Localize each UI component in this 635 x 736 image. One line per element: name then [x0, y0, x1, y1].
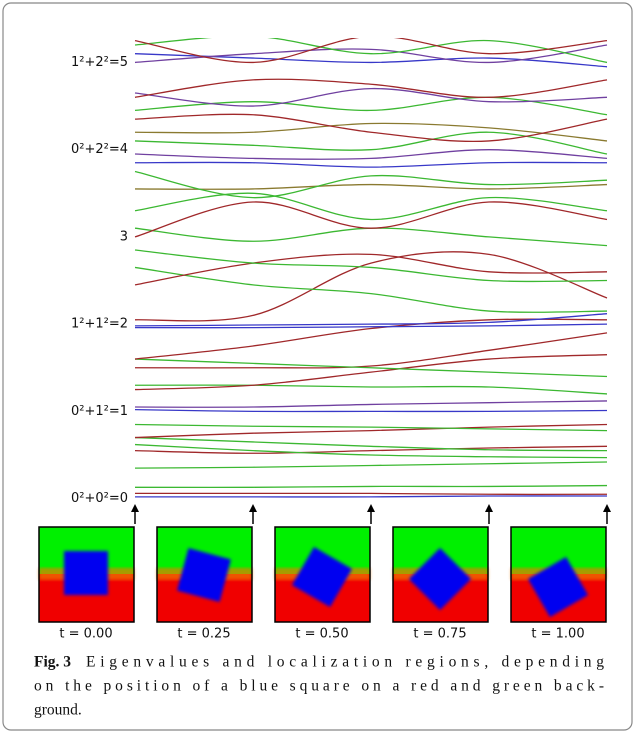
eigenvalue-curve: [134, 227, 608, 247]
arrow-head: [249, 504, 257, 512]
eigenvalue-curve: [134, 253, 608, 286]
eigenvalue-curve: [134, 38, 608, 64]
thumb-border: [274, 526, 371, 623]
arrow-head: [367, 504, 375, 512]
blue-square: [177, 548, 231, 602]
eigenvalue-curve: [134, 384, 608, 395]
plot-area: [134, 38, 608, 498]
eigenvalue-curve: [134, 96, 608, 116]
eigenvalue-curve: [134, 354, 608, 391]
eigenvalue-curve: [134, 461, 608, 469]
thumb-border: [392, 526, 489, 623]
arrow-head: [603, 504, 611, 512]
eigenvalue-curve: [134, 318, 608, 360]
caption-line: Eigenvalues and localization regions, de…: [86, 654, 604, 671]
x-tick-label: t = 1.00: [531, 627, 584, 642]
thumb-border: [156, 526, 253, 623]
blue-square: [64, 551, 108, 595]
y-tick-label: 0²+1²=1: [71, 404, 128, 419]
eigenvalue-curve: [134, 192, 608, 221]
eigenvalue-curve: [134, 249, 608, 283]
eigenvalue-curve: [134, 332, 608, 369]
eigenvalue-curve: [134, 149, 608, 160]
eigenvalue-curve: [134, 266, 608, 314]
eigenvalue-curve: [134, 423, 608, 439]
eigenvalue-curve: [134, 201, 608, 238]
caption-label: Fig. 3: [34, 654, 71, 671]
y-tick-label: 0²+2²=4: [71, 142, 128, 157]
eigenvalue-curve: [134, 495, 608, 498]
eigenvalue-curve: [134, 131, 608, 155]
eigenvalue-curve: [134, 443, 608, 459]
y-tick-label: 3: [120, 229, 128, 244]
eigenvalue-curve: [134, 38, 608, 64]
caption-line: on the position of a blue square on a re…: [34, 678, 604, 695]
y-tick-label: 0²+0²=0: [71, 491, 128, 506]
eigenvalue-curve: [134, 87, 608, 107]
blue-square: [527, 556, 589, 618]
eigenvalue-curve: [134, 53, 608, 68]
eigenvalue-curve: [134, 313, 608, 327]
x-tick-label: t = 0.00: [59, 627, 112, 642]
eigenvalue-curve: [134, 44, 608, 64]
blue-square: [291, 546, 353, 608]
thumb-border: [510, 526, 607, 623]
x-tick-label: t = 0.25: [177, 627, 230, 642]
arrow-head: [131, 504, 139, 512]
eigenvalue-curve: [134, 436, 608, 452]
eigenvalue-curve: [134, 78, 608, 98]
x-tick-label: t = 0.50: [295, 627, 348, 642]
caption-line: ground.: [34, 702, 82, 719]
eigenvalue-curve: [134, 445, 608, 454]
x-tick-label: t = 0.75: [413, 627, 466, 642]
eigenvalue-curve: [134, 423, 608, 432]
blue-square: [408, 547, 472, 611]
eigenvalue-curve: [134, 409, 608, 413]
eigenvalue-curve: [134, 400, 608, 408]
thumbnail: [392, 526, 489, 623]
thumb-border: [38, 526, 135, 623]
thumbnail: [510, 526, 607, 623]
eigenvalue-curve: [135, 492, 608, 495]
eigenvalue-curve: [134, 183, 608, 190]
eigenvalue-curve: [134, 323, 608, 329]
arrow-head: [485, 504, 493, 512]
thumbnail: [38, 526, 135, 623]
eigenvalue-curve: [134, 484, 608, 489]
thumbnail: [274, 526, 371, 623]
eigenvalue-curve: [134, 113, 608, 142]
eigenvalue-curve: [134, 161, 608, 168]
eigenvalue-curve: [134, 251, 608, 322]
thumbnail: [156, 526, 253, 623]
eigenvalue-curve: [134, 358, 608, 378]
eigenvalue-curve: [134, 122, 608, 142]
eigenvalue-curve: [134, 170, 608, 199]
y-tick-label: 1²+1²=2: [71, 317, 128, 332]
y-tick-label: 1²+2²=5: [71, 55, 128, 70]
